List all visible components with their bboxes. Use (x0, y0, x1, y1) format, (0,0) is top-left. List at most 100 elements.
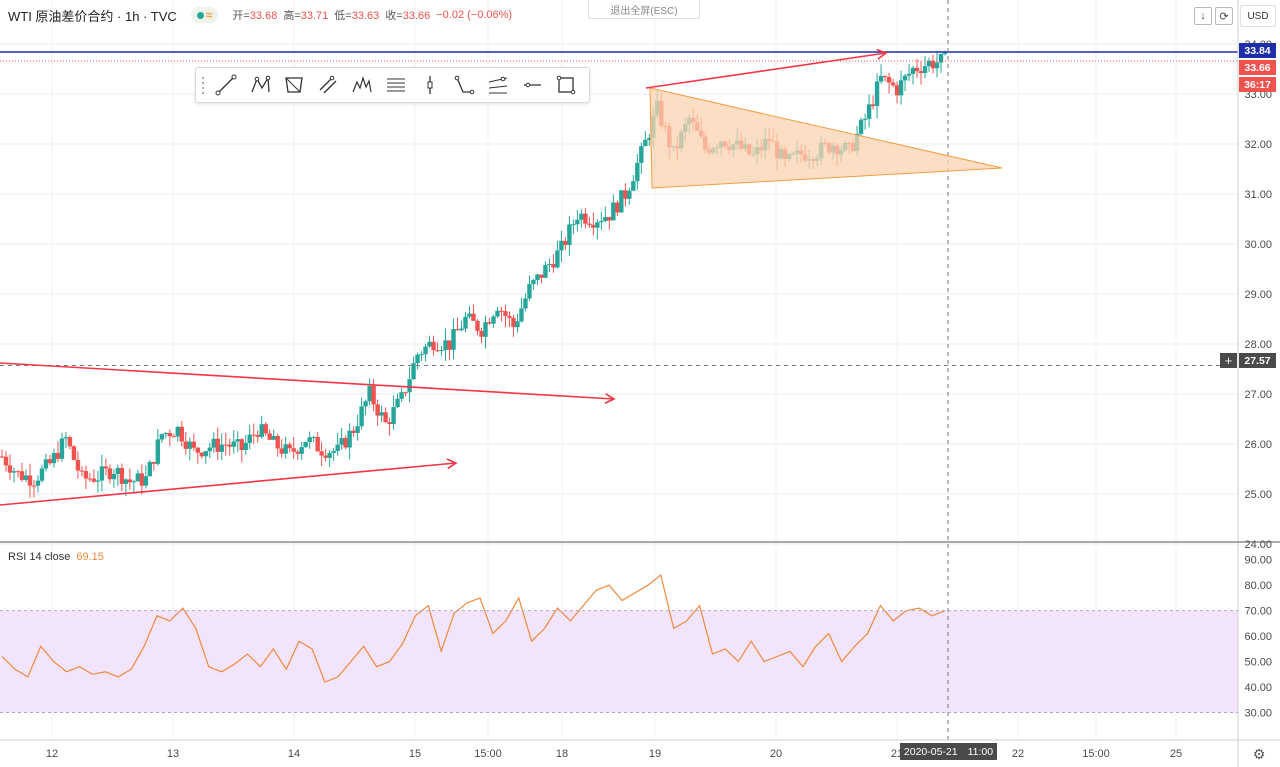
candle-body (491, 316, 496, 324)
drag-handle-icon[interactable] (199, 75, 209, 95)
trend-line-icon[interactable] (209, 70, 243, 100)
crosshair-date: 2020-05-21 (903, 745, 958, 758)
candle-body (643, 139, 648, 147)
breakout-arrow-head (876, 48, 888, 60)
x-tick-label: 13 (167, 748, 179, 760)
candle-body (898, 80, 904, 96)
x-tick-label: 25 (1170, 748, 1182, 760)
parallel-icon[interactable] (311, 70, 345, 100)
candle-body (327, 452, 332, 458)
currency-button[interactable]: USD (1240, 5, 1276, 27)
candle-body (251, 434, 256, 436)
open-label: 开= (232, 10, 250, 22)
x-tick-label: 20 (770, 748, 782, 760)
rsi-y-tick-label: 50.00 (1244, 657, 1272, 669)
wave-icon: ≈ (205, 8, 213, 22)
candle-body (151, 461, 157, 464)
breakout-arrow (645, 52, 887, 89)
candle-body (559, 240, 564, 251)
candle-body (858, 119, 864, 134)
candle-body (51, 452, 57, 464)
candle-body (303, 441, 308, 448)
candle-body (503, 311, 508, 316)
candle-body (483, 322, 488, 337)
candle-body (35, 480, 41, 486)
candle-body (906, 73, 912, 76)
candle-body (459, 328, 464, 331)
candle-body (391, 407, 396, 425)
pattern-icon[interactable] (243, 70, 277, 100)
candle-body (55, 452, 61, 459)
candle-body (143, 476, 149, 486)
candle-body (83, 471, 89, 479)
candle-body (115, 467, 121, 474)
candle-body (379, 412, 384, 416)
gear-icon[interactable]: ⚙ (1252, 745, 1266, 762)
candle-body (415, 354, 420, 364)
candle-body (407, 379, 412, 393)
candle-body (87, 478, 93, 480)
candle-body (619, 190, 624, 213)
candle-body (311, 436, 316, 438)
crosshair-plus-icon[interactable]: + (1220, 353, 1237, 368)
candle-body (926, 60, 932, 67)
rsi-legend[interactable]: RSI 14 close 69.15 (8, 551, 104, 563)
path-icon[interactable] (447, 70, 481, 100)
fib-icon[interactable] (379, 70, 413, 100)
market-status-indicator[interactable]: ≈ (190, 7, 219, 23)
candle-body (631, 181, 636, 191)
candle-body (239, 439, 244, 451)
candle-body (495, 310, 500, 317)
open-number: 33.68 (249, 10, 278, 22)
candle-body (255, 434, 260, 437)
rsi-y-tick-label: 70.00 (1244, 606, 1272, 618)
lower-trend-arrow-head (446, 458, 458, 470)
x-tick-label: 14 (288, 748, 300, 760)
symbol-title[interactable]: WTI 原油差价合约 · 1h · TVC (8, 8, 177, 24)
candle-body (31, 485, 37, 487)
candle-body (95, 480, 101, 482)
candle-body (914, 67, 920, 72)
candle-body (315, 436, 320, 452)
x-tick-label: 15:00 (474, 748, 502, 760)
y-tick-label: 26.00 (1244, 439, 1272, 451)
horizontal-ray-icon[interactable] (515, 70, 549, 100)
candle-body (231, 441, 236, 447)
candle-body (199, 452, 204, 457)
exit-fullscreen-button[interactable]: 退出全屏(ESC) (588, 0, 700, 19)
polygon-icon[interactable] (277, 70, 311, 100)
candle-body (507, 315, 512, 318)
candle-body (299, 447, 304, 454)
elliott-icon[interactable] (345, 70, 379, 100)
candle-body (63, 437, 69, 439)
candle-body (275, 435, 280, 449)
regression-icon[interactable] (481, 70, 515, 100)
candle-body (295, 451, 300, 454)
candle-body (147, 461, 153, 477)
candle-body (283, 444, 288, 454)
candle-body (39, 468, 45, 481)
candle-body (419, 354, 424, 356)
candle-body (471, 313, 476, 321)
candle-body (187, 441, 193, 449)
rectangle-icon[interactable] (549, 70, 583, 100)
candle-body (259, 424, 264, 437)
vertical-line-icon[interactable] (413, 70, 447, 100)
market-open-dot-icon (196, 11, 204, 19)
x-tick-label: 15 (409, 748, 421, 760)
candle-body (331, 451, 336, 453)
rsi-title: RSI 14 close (8, 551, 71, 563)
candle-body (67, 437, 73, 447)
candle-body (211, 438, 216, 448)
arrow-down-icon[interactable]: ↓ (1194, 7, 1212, 25)
candle-body (487, 322, 492, 324)
candle-body (195, 447, 200, 453)
refresh-icon[interactable]: ⟳ (1215, 7, 1233, 25)
countdown-tag: 36:17 (1239, 77, 1276, 92)
blue-line-price-tag: 33.84 (1239, 43, 1276, 58)
candle-body (451, 329, 456, 350)
y-tick-label: 30.00 (1244, 239, 1272, 251)
rsi-y-tick-label: 90.00 (1244, 555, 1272, 567)
candle-body (918, 71, 924, 74)
